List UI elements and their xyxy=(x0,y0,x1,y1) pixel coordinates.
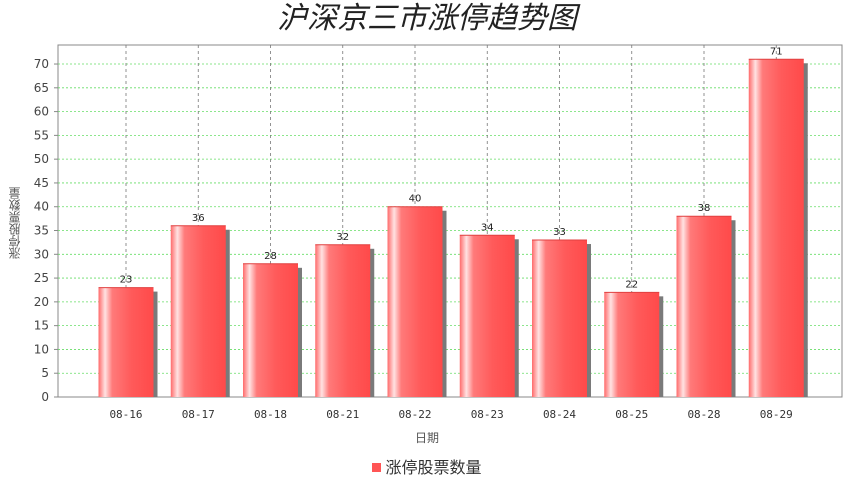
bar xyxy=(604,292,660,397)
y-tick-label: 65 xyxy=(34,81,49,95)
bar xyxy=(748,59,804,398)
bar-value-label: 71 xyxy=(770,46,783,57)
x-tick-label: 08-21 xyxy=(326,408,359,421)
bar xyxy=(676,216,732,397)
x-tick-label: 08-17 xyxy=(182,408,215,421)
bar-value-label: 36 xyxy=(192,213,205,224)
y-tick-label: 0 xyxy=(41,390,49,404)
bars xyxy=(98,58,808,398)
y-tick-label: 60 xyxy=(34,105,49,119)
y-tick-label: 5 xyxy=(41,366,49,380)
y-tick-label: 25 xyxy=(34,271,49,285)
bar xyxy=(98,287,154,397)
y-tick-label: 30 xyxy=(34,247,49,261)
y-tick-label: 45 xyxy=(34,176,49,190)
bar xyxy=(243,263,298,397)
y-tick-label: 70 xyxy=(34,57,49,71)
bar-value-label: 23 xyxy=(120,275,133,286)
bar-value-label: 33 xyxy=(553,227,566,238)
x-tick-label: 08-29 xyxy=(760,408,793,421)
legend-swatch xyxy=(372,463,382,472)
bar xyxy=(459,235,515,397)
x-tick-label: 08-28 xyxy=(687,408,720,421)
y-tick-label: 35 xyxy=(34,224,49,238)
chart-title: 沪深京三市涨停趋势图 xyxy=(277,1,577,36)
y-tick-label: 10 xyxy=(34,342,49,356)
bar-value-label: 28 xyxy=(264,251,277,262)
y-tick-label: 40 xyxy=(34,200,49,214)
bar xyxy=(387,206,443,397)
x-axis-label: 日期 xyxy=(414,431,439,445)
bar-value-label: 32 xyxy=(336,232,349,243)
y-tick-label: 20 xyxy=(34,295,49,309)
x-tick-label: 08-24 xyxy=(543,408,576,421)
y-tick-label: 50 xyxy=(34,152,49,166)
legend: 涨停股票数量 xyxy=(0,454,854,478)
x-tick-label: 08-22 xyxy=(398,408,431,421)
y-axis-label: 涨停股票数量 xyxy=(8,187,22,259)
legend-label: 涨停股票数量 xyxy=(385,458,482,477)
y-tick-label: 55 xyxy=(34,128,49,142)
bar-value-label: 34 xyxy=(481,222,494,233)
bar-value-label: 38 xyxy=(698,203,711,214)
x-tick-label: 08-18 xyxy=(254,408,287,421)
labels: 23 08-16 36 08-17 28 08-18 32 08-21 40 08-22 34 08-… xyxy=(109,46,792,421)
x-tick-label: 08-23 xyxy=(471,408,504,421)
x-tick-label: 08-25 xyxy=(615,408,648,421)
bar-value-label: 22 xyxy=(625,279,638,290)
x-tick-label: 08-16 xyxy=(109,408,142,421)
bar-value-label: 40 xyxy=(409,194,422,205)
bar xyxy=(532,240,587,397)
y-tick-label: 15 xyxy=(34,319,49,333)
bar xyxy=(315,244,371,397)
bar xyxy=(170,225,226,397)
